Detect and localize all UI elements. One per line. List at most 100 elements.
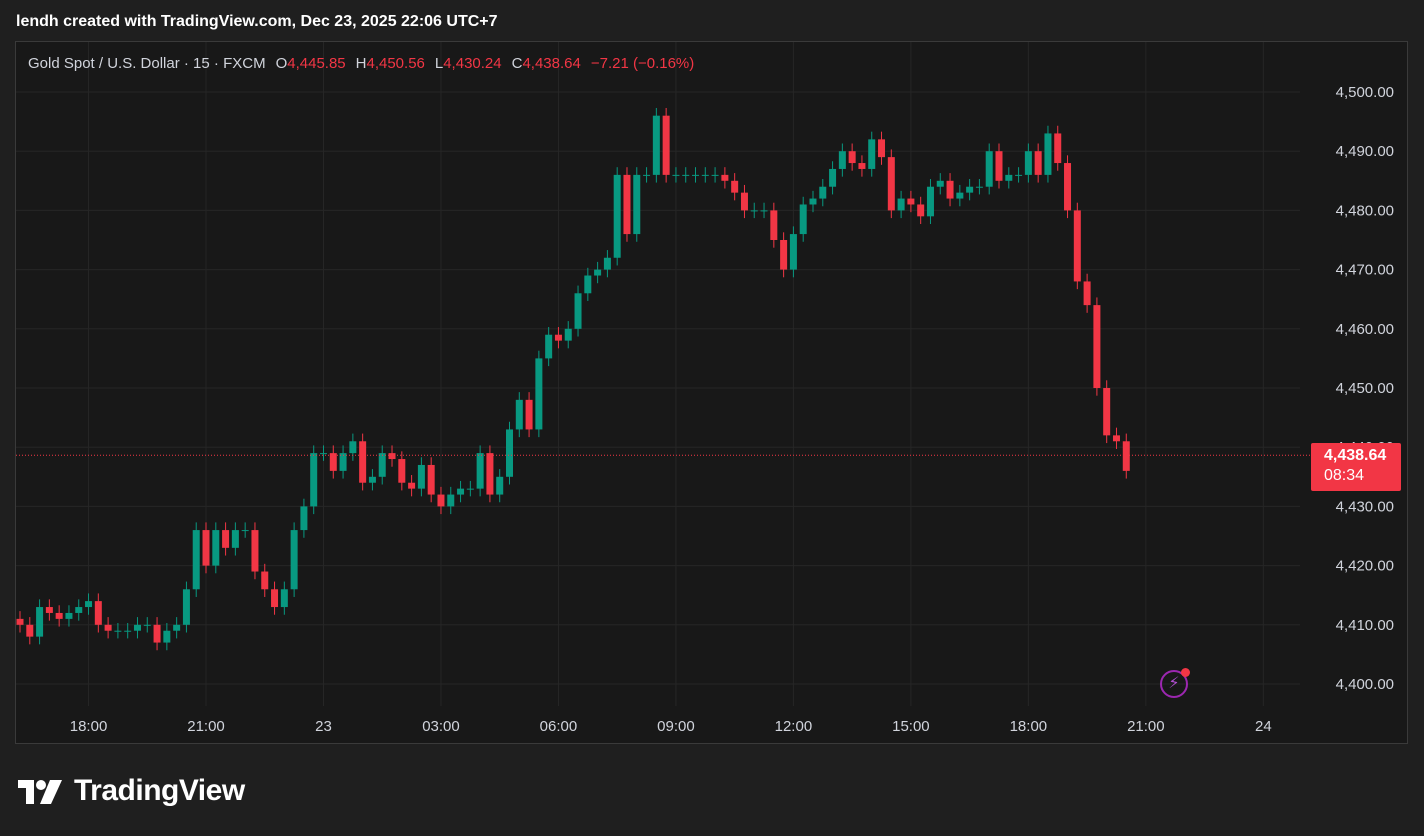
tradingview-logo-icon (18, 780, 62, 804)
y-tick-label: 4,450.00 (1336, 380, 1394, 397)
candle-body (417, 464, 425, 489)
candle-body (398, 459, 406, 483)
candle-body (780, 240, 788, 270)
candle-body (1073, 210, 1081, 282)
candle-body (926, 186, 934, 217)
x-tick-label: 09:00 (657, 718, 695, 735)
candle-body (173, 624, 181, 631)
candle-body (525, 399, 533, 430)
y-tick-label: 4,460.00 (1336, 321, 1394, 338)
candle-body (966, 186, 974, 193)
candle-body (985, 151, 993, 187)
candle-body (721, 174, 729, 181)
high-value: 4,450.56 (366, 55, 425, 72)
candle-body (85, 601, 93, 608)
candle-body (182, 589, 190, 625)
candle-body (868, 139, 876, 169)
x-tick-label: 06:00 (540, 718, 578, 735)
x-tick-label: 12:00 (775, 718, 813, 735)
candle-body (623, 174, 631, 235)
brand-name: TradingView (74, 774, 245, 807)
candle-body (574, 293, 582, 329)
candle-body (770, 210, 778, 240)
candle-body (760, 210, 768, 212)
candle-body (809, 198, 817, 205)
candle-body (799, 204, 807, 235)
candle-body (887, 157, 895, 211)
candle-body (838, 151, 846, 169)
candle-body (1083, 281, 1091, 306)
close-label: C (511, 55, 523, 72)
candle-body (329, 453, 337, 471)
candle-body (1044, 133, 1052, 175)
candle-body (388, 453, 396, 460)
candle-body (26, 624, 34, 637)
candle-body (1024, 151, 1032, 175)
candle-body (104, 624, 112, 631)
candle-body (613, 174, 621, 258)
candle-body (917, 204, 925, 217)
candle-body (271, 589, 279, 608)
candle-body (261, 571, 269, 590)
x-tick-label: 21:00 (1127, 718, 1165, 735)
x-tick-label: 18:00 (1010, 718, 1048, 735)
candle-body (45, 607, 53, 613)
lightning-bolt-icon[interactable]: ⚡ (1160, 668, 1190, 698)
candle-body (16, 618, 24, 625)
y-tick-label: 4,480.00 (1336, 202, 1394, 219)
candle-body (339, 453, 347, 471)
candle-body (133, 624, 141, 631)
candle-body (476, 453, 484, 489)
bar-countdown: 08:34 (1324, 467, 1365, 484)
candle-body (554, 334, 562, 341)
candle-body (496, 476, 504, 495)
chart-panel[interactable] (15, 41, 1408, 744)
candle-body (163, 630, 171, 643)
tradingview-logo[interactable]: TradingView (18, 774, 245, 808)
candle-body (662, 115, 670, 175)
candle-body (447, 494, 455, 507)
candle-body (907, 198, 915, 205)
open-value: 4,445.85 (287, 55, 346, 72)
symbol-label[interactable]: Gold Spot / U.S. Dollar · 15 · FXCM (28, 55, 266, 72)
candle-body (750, 210, 758, 212)
y-tick-label: 4,500.00 (1336, 84, 1394, 101)
ohlc-legend: Gold Spot / U.S. Dollar · 15 · FXCM O 4,4… (28, 55, 694, 72)
candle-body (701, 174, 709, 176)
x-tick-label: 21:00 (187, 718, 225, 735)
candle-body (682, 174, 690, 176)
x-tick-label: 24 (1255, 718, 1272, 735)
candle-body (545, 334, 553, 359)
candle-body (349, 441, 357, 454)
candle-body (427, 464, 435, 495)
candle-body (212, 530, 220, 566)
candle-body (202, 530, 210, 566)
candle-body (584, 275, 592, 294)
candle-body (486, 453, 494, 495)
candle-body (1005, 174, 1013, 181)
candle-body (359, 441, 367, 483)
candle-body (603, 257, 611, 270)
candle-body (36, 607, 44, 637)
low-label: L (434, 55, 444, 72)
candle-body (878, 139, 886, 158)
candle-body (114, 630, 122, 632)
candle-body (643, 174, 651, 176)
candle-body (437, 494, 445, 507)
candle-body (241, 530, 249, 532)
candle-body (457, 488, 465, 495)
candle-body (143, 624, 151, 626)
candle-body (368, 476, 376, 483)
candle-body (1064, 163, 1072, 211)
candle-body (231, 530, 239, 548)
candle-body (858, 163, 866, 169)
candle-body (310, 453, 318, 507)
candle-body (251, 530, 259, 572)
y-tick-label: 4,410.00 (1336, 617, 1394, 634)
candle-body (672, 174, 680, 176)
low-value: 4,430.24 (443, 55, 502, 72)
open-label: O (275, 55, 288, 72)
candle-body (1054, 133, 1062, 164)
change-value: −7.21 (−0.16%) (590, 55, 695, 72)
